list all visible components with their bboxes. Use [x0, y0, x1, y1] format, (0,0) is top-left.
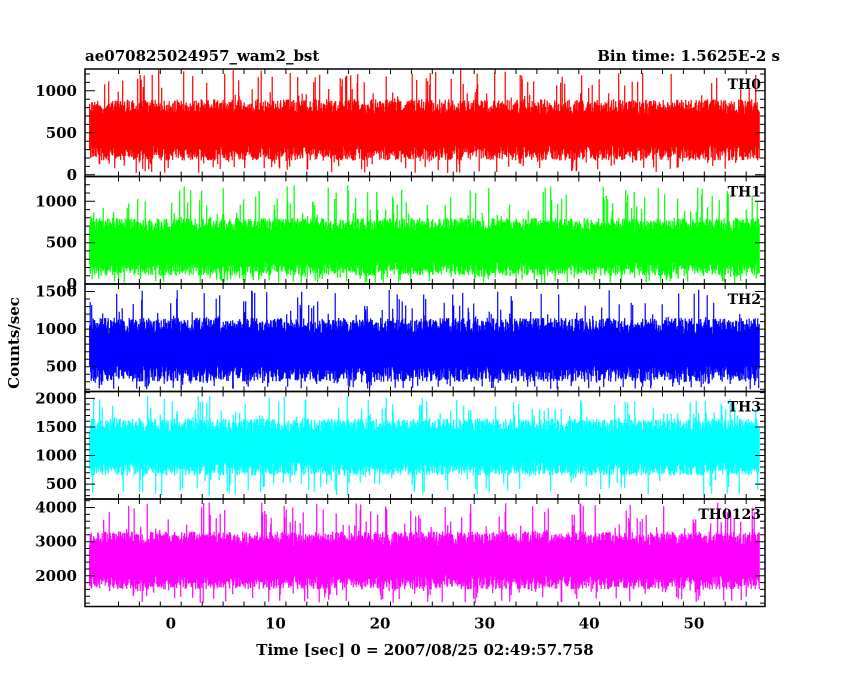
x-tick-labels: 0 10 20 30 40 50: [166, 615, 705, 633]
y-tick-label: 1000: [35, 192, 77, 210]
y-tick-label: 1000: [35, 447, 77, 465]
x-tick-label: 30: [474, 615, 495, 633]
series-th2-trace: [89, 289, 760, 390]
y-ticks: [85, 73, 765, 176]
y-tick-label: 1500: [35, 283, 77, 301]
panel-label-th2: TH2: [728, 292, 761, 308]
y-axis-label: Counts/sec: [5, 297, 23, 389]
x-tick-label: 40: [579, 615, 600, 633]
x-ticks: [118, 176, 747, 284]
panel-label-th1: TH1: [728, 185, 761, 201]
y-tick-label: 2000: [35, 567, 77, 585]
series-th1-trace: [89, 185, 760, 284]
y-tick-label: 500: [46, 124, 77, 142]
y-tick-label: 1000: [35, 320, 77, 338]
x-ticks: [118, 391, 747, 499]
panel-th0: 0 500 1000 TH0: [35, 68, 766, 184]
panel-th2: 500 1000 1500 TH2: [35, 283, 766, 393]
panel-frame: [84, 498, 766, 608]
x-ticks: [118, 499, 747, 607]
series-th3-trace: [89, 395, 760, 496]
y-tick-label: 1500: [35, 418, 77, 436]
y-ticks: [85, 500, 765, 604]
y-tick-label: 500: [46, 358, 77, 376]
x-ticks: [118, 69, 747, 177]
series-th0-trace: [89, 69, 760, 173]
x-tick-label: 20: [370, 615, 391, 633]
panel-th3: 500 1000 1500 2000 TH3: [35, 389, 766, 500]
panel-th0123: 2000 3000 4000 TH0123: [35, 498, 766, 608]
y-tick-label: 0: [67, 275, 77, 293]
x-ticks: [118, 284, 747, 392]
file-name-label: ae070825024957_wam2_bst: [85, 47, 319, 65]
y-tick-label: 2000: [35, 389, 77, 407]
y-tick-label: 500: [46, 475, 77, 493]
y-tick-label: 1000: [35, 82, 77, 100]
panel-th1: 0 500 1000 TH1: [35, 175, 766, 293]
y-tick-label: 500: [46, 234, 77, 252]
panel-label-th3: TH3: [728, 400, 761, 416]
y-tick-label: 4000: [35, 499, 77, 517]
panel-stack: 0 500 1000 TH0 0 500 1000 TH1 500 1000 1500 TH2 500 1…: [35, 68, 766, 608]
bin-time-label: Bin time: 1.5625E-2 s: [597, 47, 780, 65]
y-ticks: [85, 392, 765, 497]
y-tick-label: 0: [67, 166, 77, 184]
panel-label-th0: TH0: [728, 77, 762, 93]
x-tick-label: 50: [683, 615, 704, 633]
y-ticks: [85, 283, 765, 390]
panel-label-th0123: TH0123: [698, 507, 761, 523]
x-tick-label: 10: [265, 615, 286, 633]
y-tick-label: 3000: [35, 533, 77, 551]
series-th0123-trace: [89, 502, 760, 603]
x-tick-label: 0: [166, 615, 176, 633]
x-axis-label: Time [sec] 0 = 2007/08/25 02:49:57.758: [256, 641, 593, 659]
